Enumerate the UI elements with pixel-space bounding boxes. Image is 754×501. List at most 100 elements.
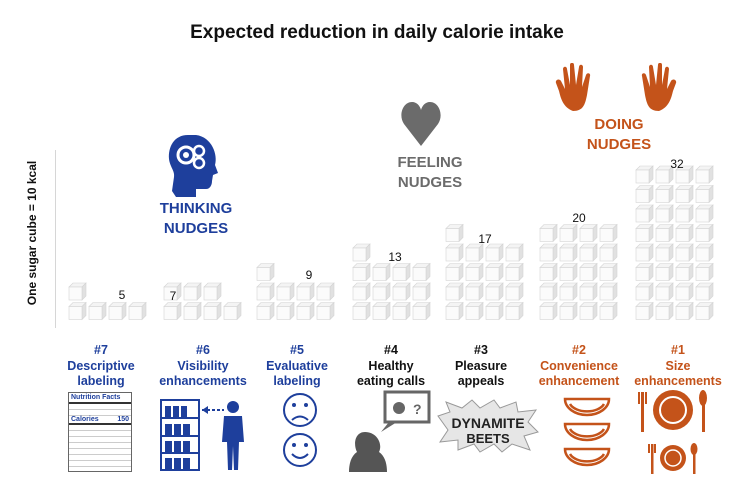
sugar-cube (655, 165, 674, 184)
sugar-cube (316, 301, 335, 321)
sugar-cube (695, 262, 714, 282)
sugar-cube (539, 262, 558, 282)
svg-text:?: ? (413, 401, 422, 417)
sugar-cube (599, 223, 618, 243)
sugar-cube (183, 282, 202, 301)
sugar-cube (599, 243, 618, 262)
y-axis-line (55, 150, 56, 328)
sugar-cube (675, 243, 694, 262)
sugar-cube (695, 243, 714, 262)
category-rank: #2 (572, 343, 586, 357)
sugar-cube (465, 301, 484, 321)
sugar-cube (635, 301, 654, 321)
category-rank: #5 (290, 343, 304, 357)
sugar-cube (559, 282, 578, 301)
sugar-cube (68, 282, 87, 301)
category-name-line: Pleasure (454, 358, 508, 373)
sugar-cube (372, 262, 391, 282)
sugar-cube (655, 301, 674, 321)
sugar-cube (695, 184, 714, 204)
value-label: 7 (169, 289, 177, 303)
dynamite-beets-icon: DYNAMITE BEETS (437, 399, 539, 453)
sugar-cube (655, 184, 674, 204)
sugar-cube (539, 282, 558, 301)
sugar-cube (539, 243, 558, 262)
sugar-cube (392, 301, 411, 321)
category-label: #3 Pleasure appeals (436, 343, 526, 390)
sugar-cube (203, 301, 222, 321)
sugar-cube (539, 223, 558, 243)
sugar-cube (505, 262, 524, 282)
plate-cutlery-icon (638, 390, 707, 474)
sugar-cube (465, 243, 484, 262)
category-name-line: Healthy (368, 358, 414, 373)
category-label: #6 Visibility enhancements (150, 343, 256, 390)
sugar-cube (352, 262, 371, 282)
sugar-cube (163, 301, 182, 321)
melon-slices-icon (563, 397, 611, 467)
nutrition-label-icon: Nutrition Facts Calories 150 (68, 392, 132, 472)
category-rank: #1 (671, 343, 685, 357)
sugar-cube (352, 301, 371, 321)
sugar-cube (256, 262, 275, 282)
sugar-cube (695, 301, 714, 321)
sugar-cube (485, 301, 504, 321)
group-label-line: NUDGES (163, 220, 229, 237)
category-name-line: enhancement (538, 374, 620, 388)
sugar-cube (372, 301, 391, 321)
category-name-line: Descriptive (67, 358, 135, 373)
group-label-line: DOING (594, 116, 644, 133)
sugar-cube (88, 301, 107, 321)
value-label: 32 (670, 157, 684, 171)
category-name-line: Evaluative (266, 358, 328, 373)
sugar-cube (128, 301, 147, 321)
sugar-cube (655, 223, 674, 243)
group-label-line: NUDGES (397, 174, 463, 191)
category-label: #5 Evaluative labeling (249, 343, 345, 390)
speech-bubble-person-icon: ? (349, 390, 431, 472)
sugar-cube (579, 282, 598, 301)
sugar-cube (559, 262, 578, 282)
sugar-cube (539, 301, 558, 321)
smiley-faces-icon (283, 393, 317, 467)
sugar-cube (559, 223, 578, 243)
sugar-cube (256, 282, 275, 301)
value-label: 5 (118, 288, 126, 302)
heart-icon (401, 102, 441, 146)
sugar-cube (68, 301, 87, 321)
beets-text: BEETS (466, 431, 510, 446)
sugar-cube (655, 282, 674, 301)
sugar-cube (505, 243, 524, 262)
sugar-cube (183, 301, 202, 321)
sugar-cube (505, 282, 524, 301)
sugar-cube (412, 301, 431, 321)
nutrition-heading: Nutrition Facts (69, 393, 131, 404)
sugar-cube (675, 262, 694, 282)
sugar-cube (392, 282, 411, 301)
category-name-line: enhancements (159, 374, 247, 388)
chart-title: Expected reduction in daily calorie inta… (190, 22, 564, 43)
nutrition-calories-value: 150 (117, 416, 129, 423)
sugar-cube (203, 282, 222, 301)
value-label: 13 (388, 250, 402, 264)
sugar-cube (505, 301, 524, 321)
category-name-line: labeling (273, 374, 321, 388)
sugar-cube (675, 165, 694, 184)
category-name-line: Size (665, 358, 691, 373)
sugar-cube (445, 301, 464, 321)
sugar-cube (635, 184, 654, 204)
group-label-line: THINKING (159, 200, 233, 217)
sugar-cube (465, 282, 484, 301)
sugar-cube (635, 282, 654, 301)
sugar-cube (296, 282, 315, 301)
value-label: 20 (572, 211, 586, 225)
sugar-cube (579, 243, 598, 262)
category-rank: #7 (94, 343, 108, 357)
sugar-cube (412, 262, 431, 282)
sugar-cube (485, 243, 504, 262)
sugar-cube (635, 165, 654, 184)
sugar-cube (445, 262, 464, 282)
sugar-cube (675, 282, 694, 301)
sugar-cube (559, 301, 578, 321)
